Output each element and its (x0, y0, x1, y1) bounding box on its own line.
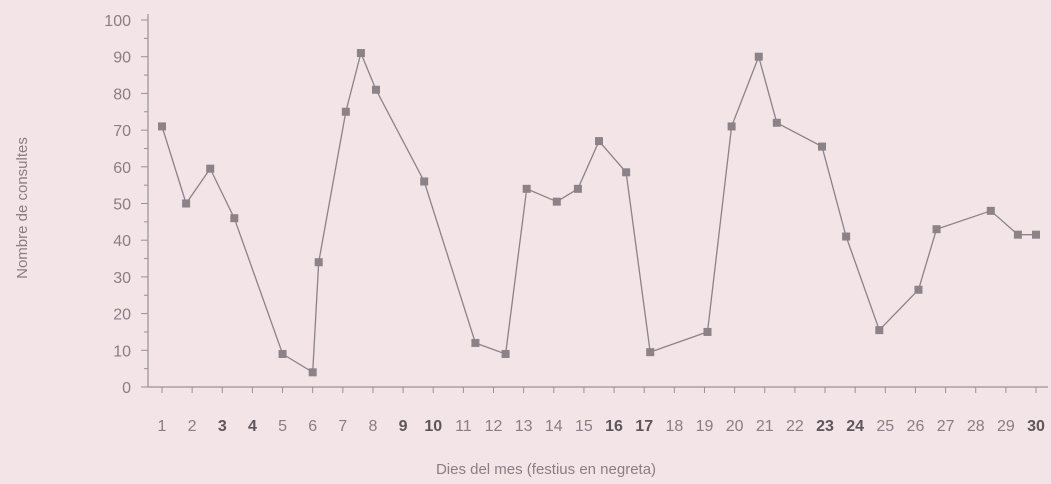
data-point (471, 338, 480, 347)
x-tick-label: 13 (515, 418, 533, 435)
x-tick-label: 15 (575, 418, 593, 435)
data-point (522, 184, 531, 193)
x-tick-label: 14 (545, 418, 563, 435)
x-tick-label: 21 (756, 418, 774, 435)
y-axis: 0 10 20 30 40 50 60 70 80 90 100 (104, 13, 149, 397)
x-tick-label: 18 (665, 418, 683, 435)
data-point (341, 107, 350, 116)
x-tick-label: 4 (248, 418, 257, 435)
x-tick-label: 9 (399, 418, 408, 435)
data-point (986, 206, 995, 215)
data-point (875, 326, 884, 335)
y-axis-title: Nombre de consultes (14, 137, 31, 279)
data-point (573, 184, 582, 193)
data-point (1032, 230, 1040, 239)
data-point (842, 232, 851, 241)
data-point (772, 118, 781, 127)
y-tick-label: 90 (113, 50, 131, 67)
x-tick-label: 17 (635, 418, 653, 435)
x-tick-label: 19 (696, 418, 714, 435)
data-point (1013, 230, 1022, 239)
x-tick-label: 20 (726, 418, 744, 435)
x-tick-label: 5 (278, 418, 287, 435)
x-tick-label: 25 (876, 418, 894, 435)
x-tick-label: 8 (369, 418, 378, 435)
data-point (206, 164, 215, 173)
data-point (158, 122, 166, 131)
x-tick-label: 26 (907, 418, 925, 435)
x-tick-label: 10 (424, 418, 442, 435)
x-axis: 1 2 3 4 5 6 7 8 9 10 11 12 13 14 15 16 17 18 19 20 21 22 23 24 2… (148, 386, 1048, 435)
x-tick-label: 22 (786, 418, 804, 435)
x-tick-label: 7 (338, 418, 347, 435)
x-tick-label: 23 (816, 418, 834, 435)
x-tick-label: 28 (967, 418, 985, 435)
data-point (754, 52, 763, 61)
data-point (646, 348, 655, 357)
data-point (622, 168, 631, 177)
x-axis-title: Dies del mes (festius en negreta) (436, 461, 656, 478)
y-tick-label: 30 (113, 270, 131, 287)
data-point (356, 49, 365, 58)
data-point (552, 197, 561, 206)
series-line (161, 50, 1036, 374)
x-tick-label: 16 (605, 418, 623, 435)
data-point (182, 199, 191, 208)
x-tick-label: 30 (1027, 418, 1045, 435)
x-tick-label: 6 (308, 418, 317, 435)
data-point (420, 177, 429, 186)
y-tick-label: 50 (113, 197, 131, 214)
y-tick-label: 20 (113, 307, 131, 324)
data-point (308, 368, 317, 377)
data-point (230, 214, 239, 223)
data-point (314, 258, 323, 267)
x-tick-label: 11 (455, 418, 472, 435)
data-point (595, 137, 603, 146)
data-point (501, 349, 510, 358)
y-tick-label: 70 (113, 123, 131, 140)
x-tick-label: 12 (485, 418, 503, 435)
data-point (818, 142, 827, 151)
x-tick-label: 1 (158, 418, 167, 435)
y-tick-label: 60 (113, 160, 131, 177)
data-point (932, 225, 941, 234)
y-tick-label: 0 (122, 380, 131, 397)
y-tick-label: 40 (113, 233, 131, 250)
data-point (914, 285, 923, 294)
data-point (278, 349, 287, 358)
y-tick-label: 10 (113, 343, 131, 360)
x-tick-label: 27 (937, 418, 955, 435)
data-point (727, 122, 736, 131)
data-point (703, 327, 712, 336)
x-tick-label: 29 (997, 418, 1015, 435)
y-tick-label: 80 (113, 86, 131, 103)
plot-area (158, 49, 1040, 377)
data-point (371, 85, 380, 94)
x-tick-label: 3 (218, 418, 227, 435)
x-tick-label: 24 (846, 418, 864, 435)
y-tick-label: 100 (104, 13, 131, 30)
x-tick-label: 2 (188, 418, 197, 435)
